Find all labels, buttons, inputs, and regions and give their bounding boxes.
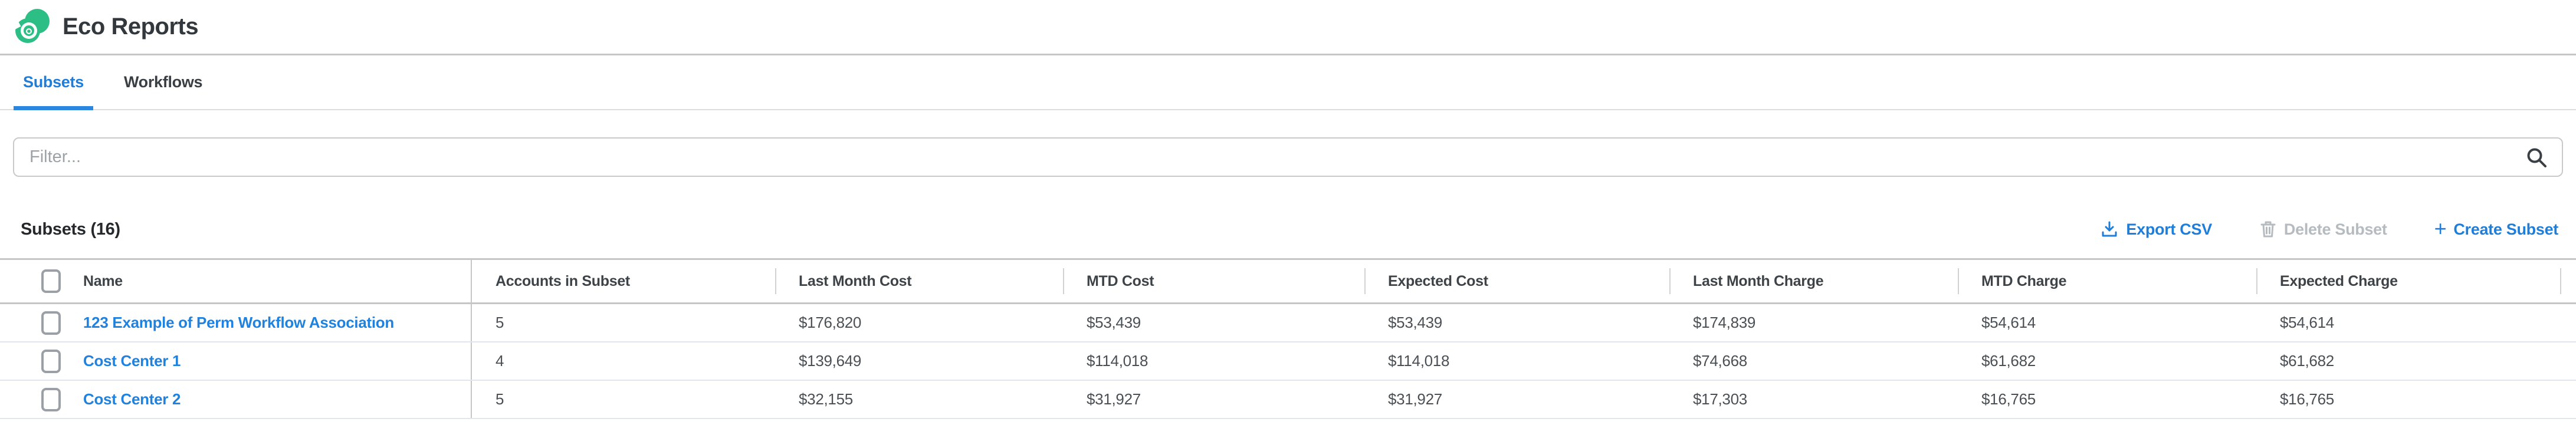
download-icon (2100, 220, 2119, 239)
cell-expected-charge: $16,765 (2280, 390, 2334, 408)
cell-expected-charge: $54,614 (2280, 314, 2334, 331)
search-icon (2524, 145, 2549, 170)
cell-accounts: 4 (495, 352, 504, 370)
cell-last-month-charge: $74,668 (1693, 352, 1747, 370)
name-cell: Cost Center 2 (0, 381, 472, 418)
cell-last-month-cost: $32,155 (799, 390, 853, 408)
export-csv-label: Export CSV (2126, 220, 2212, 238)
cell-mtd-cost: $114,018 (1087, 352, 1148, 370)
column-header-stub (2560, 260, 2576, 302)
tab-bar: Subsets Workflows (0, 55, 2576, 110)
cell-stub (2560, 342, 2576, 380)
cell-last-month-charge: $174,839 (1693, 314, 1756, 331)
row-checkbox[interactable] (41, 349, 61, 373)
cell-expected-cost: $53,439 (1388, 314, 1442, 331)
cell-mtd-charge: $54,614 (1981, 314, 2036, 331)
eco-reports-logo (13, 8, 51, 46)
cell-accounts: 5 (495, 390, 504, 408)
cell-accounts: 5 (495, 314, 504, 331)
table-row: 123 Example of Perm Workflow Association… (0, 304, 2576, 342)
column-header-mtd-charge: MTD Charge (1958, 260, 2256, 302)
plus-icon: + (2434, 216, 2447, 240)
tab-workflows[interactable]: Workflows (123, 73, 203, 91)
subset-link[interactable]: Cost Center 2 (83, 390, 181, 408)
table-header-row: Name Accounts in Subset Last Month Cost … (0, 260, 2576, 304)
delete-subset-label: Delete Subset (2283, 220, 2387, 238)
filter-row (13, 137, 2563, 177)
column-header-last-month-charge: Last Month Charge (1669, 260, 1958, 302)
column-header-expected-charge: Expected Charge (2256, 260, 2560, 302)
section-title: Subsets (16) (21, 219, 120, 239)
column-header-expected-cost: Expected Cost (1364, 260, 1669, 302)
table-actions: Export CSV Delete Subset + Create Subset (2100, 216, 2559, 240)
table-row: Cost Center 2 5 $32,155 $31,927 $31,927 … (0, 381, 2576, 419)
cell-mtd-cost: $53,439 (1087, 314, 1141, 331)
subsets-table: Name Accounts in Subset Last Month Cost … (0, 258, 2576, 419)
column-header-accounts: Accounts in Subset (495, 272, 630, 289)
subset-link[interactable]: 123 Example of Perm Workflow Association (83, 314, 394, 331)
cell-expected-cost: $114,018 (1388, 352, 1450, 370)
trash-icon (2259, 220, 2277, 239)
cell-mtd-cost: $31,927 (1087, 390, 1141, 408)
column-header-last-month-cost: Last Month Cost (775, 260, 1063, 302)
select-all-checkbox[interactable] (41, 269, 61, 293)
cell-last-month-cost: $176,820 (799, 314, 862, 331)
filter-input[interactable] (13, 137, 2563, 177)
column-header-name-cell: Name (0, 260, 472, 302)
app-header: Eco Reports (0, 0, 2576, 55)
cell-last-month-cost: $139,649 (799, 352, 862, 370)
delete-subset-button[interactable]: Delete Subset (2259, 220, 2387, 239)
cell-expected-charge: $61,682 (2280, 352, 2334, 370)
cell-mtd-charge: $61,682 (1981, 352, 2036, 370)
page-title: Eco Reports (63, 14, 199, 39)
column-header-name: Name (83, 272, 123, 289)
cell-mtd-charge: $16,765 (1981, 390, 2036, 408)
create-subset-label: Create Subset (2453, 220, 2558, 238)
export-csv-button[interactable]: Export CSV (2100, 220, 2212, 239)
table-row: Cost Center 1 4 $139,649 $114,018 $114,0… (0, 342, 2576, 381)
column-header-mtd-cost: MTD Cost (1063, 260, 1364, 302)
section-row: Subsets (16) Export CSV (21, 217, 2558, 242)
cell-stub (2560, 304, 2576, 341)
tab-subsets[interactable]: Subsets (14, 55, 93, 110)
subset-link[interactable]: Cost Center 1 (83, 352, 181, 370)
name-cell: Cost Center 1 (0, 342, 472, 380)
row-checkbox[interactable] (41, 311, 61, 335)
name-cell: 123 Example of Perm Workflow Association (0, 304, 472, 341)
cell-stub (2560, 381, 2576, 418)
row-checkbox[interactable] (41, 387, 61, 411)
create-subset-button[interactable]: + Create Subset (2434, 216, 2559, 240)
cell-last-month-charge: $17,303 (1693, 390, 1747, 408)
cell-expected-cost: $31,927 (1388, 390, 1442, 408)
